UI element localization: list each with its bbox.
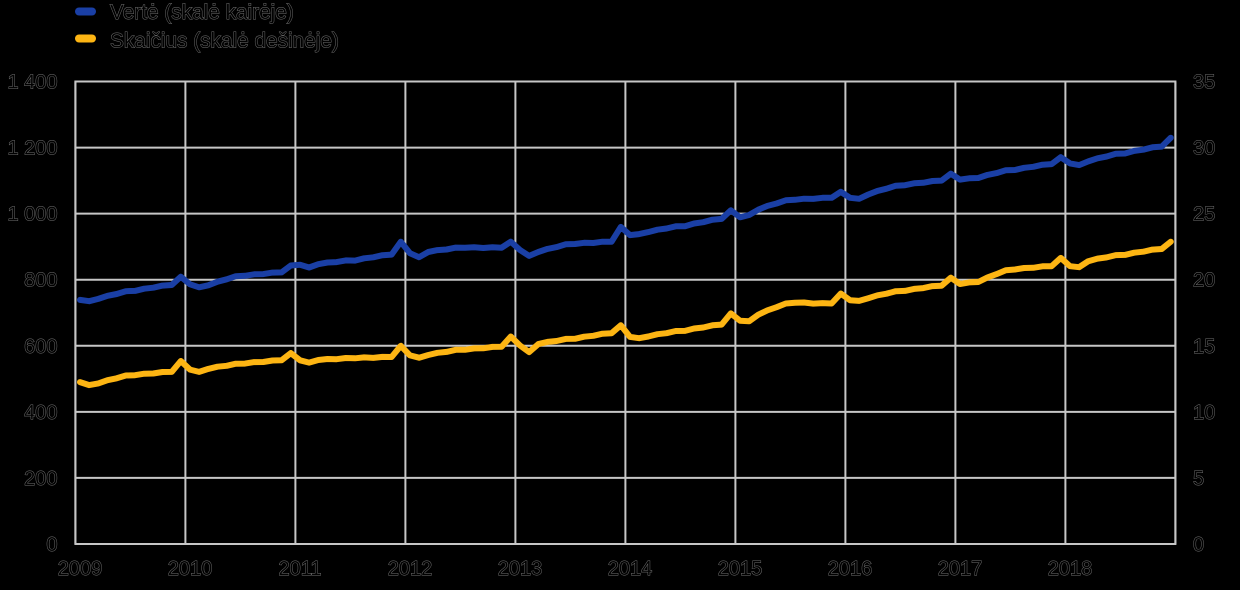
- svg-text:0: 0: [46, 534, 57, 556]
- svg-text:20: 20: [1193, 270, 1215, 292]
- svg-text:25: 25: [1193, 204, 1215, 226]
- svg-text:5: 5: [1193, 468, 1204, 490]
- svg-text:10: 10: [1193, 402, 1215, 424]
- svg-text:15: 15: [1193, 336, 1215, 358]
- svg-text:0: 0: [1193, 534, 1204, 556]
- svg-text:2016: 2016: [828, 558, 873, 580]
- svg-text:2017: 2017: [938, 558, 983, 580]
- svg-text:2011: 2011: [278, 558, 321, 580]
- svg-text:2015: 2015: [718, 558, 763, 580]
- svg-text:400: 400: [24, 402, 57, 424]
- svg-text:2012: 2012: [388, 558, 433, 580]
- svg-text:800: 800: [24, 270, 57, 292]
- svg-text:200: 200: [24, 468, 57, 490]
- svg-text:2018: 2018: [1048, 558, 1093, 580]
- svg-text:2010: 2010: [168, 558, 213, 580]
- svg-text:Vertė (skalė kairėje): Vertė (skalė kairėje): [110, 1, 294, 24]
- svg-text:1 000: 1 000: [7, 204, 57, 226]
- svg-text:2013: 2013: [498, 558, 543, 580]
- svg-text:600: 600: [24, 336, 57, 358]
- svg-text:2009: 2009: [58, 558, 103, 580]
- svg-text:30: 30: [1193, 138, 1215, 160]
- svg-text:35: 35: [1193, 72, 1215, 94]
- svg-text:Skaičius (skalė dešinėje): Skaičius (skalė dešinėje): [110, 30, 339, 53]
- svg-text:1 200: 1 200: [7, 138, 57, 160]
- svg-text:2014: 2014: [608, 558, 653, 580]
- svg-text:1 400: 1 400: [7, 72, 57, 94]
